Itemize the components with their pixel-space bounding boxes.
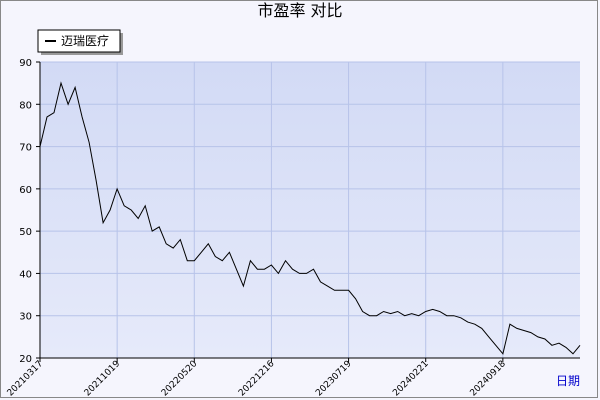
y-tick-label: 40 bbox=[19, 269, 32, 280]
line-series bbox=[39, 81, 581, 355]
y-tick-label: 90 bbox=[19, 58, 32, 69]
x-tick-label: 20220520 bbox=[160, 359, 200, 399]
y-tick-label: 80 bbox=[19, 100, 32, 111]
y-tick-label: 70 bbox=[19, 143, 32, 154]
y-tick-label: 50 bbox=[19, 227, 32, 238]
plot-area bbox=[40, 62, 580, 358]
legend-box bbox=[37, 29, 121, 53]
x-tick-label: 20240918 bbox=[469, 359, 509, 399]
chart-title: 市盈率 对比 bbox=[257, 1, 342, 20]
x-axis-label: 日期 bbox=[556, 374, 580, 388]
y-tick-label: 30 bbox=[19, 312, 32, 323]
y-tick-label: 20 bbox=[19, 354, 32, 365]
x-tick-label: 20221216 bbox=[237, 359, 277, 399]
legend-label: 迈瑞医疗 bbox=[61, 34, 109, 48]
y-tick-label: 60 bbox=[19, 185, 32, 196]
x-tick-label: 20240221 bbox=[391, 359, 430, 398]
x-tick-label: 20211019 bbox=[83, 359, 123, 399]
x-tick-label: 20230719 bbox=[314, 359, 354, 399]
